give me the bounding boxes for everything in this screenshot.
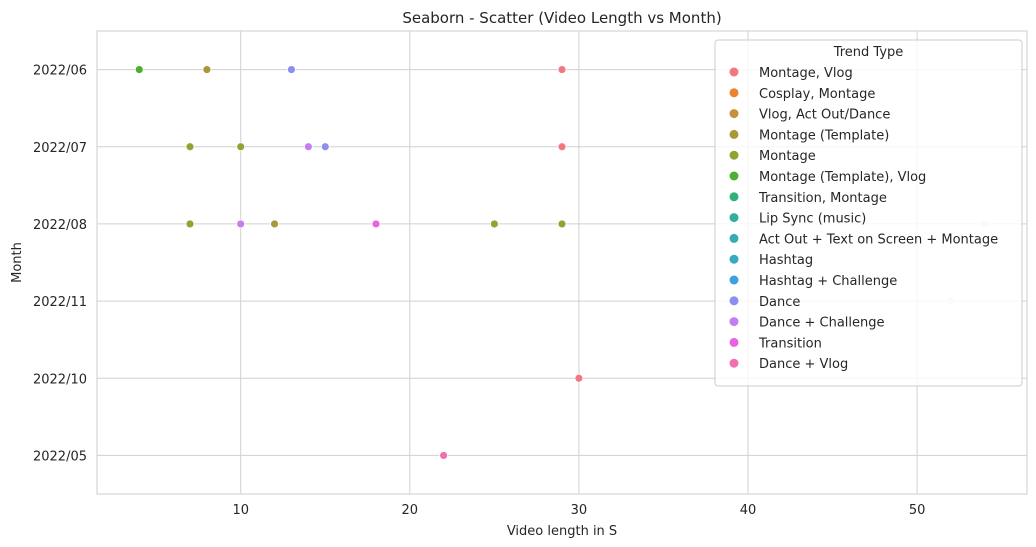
chart-title: Seaborn - Scatter (Video Length vs Month…	[402, 9, 721, 27]
data-point	[489, 219, 499, 229]
data-point	[557, 219, 567, 229]
data-point	[557, 142, 567, 152]
legend-label: Montage (Template), Vlog	[759, 170, 926, 185]
legend-marker	[729, 171, 739, 181]
data-point	[236, 142, 246, 152]
legend-label: Montage (Template)	[759, 128, 889, 143]
x-tick-label: 40	[740, 503, 757, 518]
legend-label: Transition, Montage	[758, 191, 887, 206]
y-tick-label: 2022/05	[33, 449, 87, 464]
legend-title: Trend Type	[833, 45, 904, 60]
legend: Trend Type Montage, Vlog Cosplay, Montage…	[714, 39, 1023, 387]
legend-marker	[729, 233, 739, 243]
legend-marker	[729, 67, 739, 77]
legend-label: Cosplay, Montage	[759, 87, 875, 102]
legend-marker	[729, 358, 739, 368]
legend-items: Montage, Vlog Cosplay, Montage Vlog, Act O…	[729, 66, 998, 372]
legend-marker	[729, 275, 739, 285]
data-point	[371, 219, 381, 229]
legend-marker	[729, 337, 739, 347]
legend-label: Montage	[759, 149, 816, 164]
data-point	[202, 65, 212, 74]
y-tick-label: 2022/11	[33, 295, 87, 310]
data-point	[287, 65, 296, 74]
data-point	[270, 219, 279, 229]
legend-label: Transition	[758, 336, 822, 351]
x-tick-label: 30	[571, 503, 588, 518]
y-tick-label: 2022/07	[33, 141, 87, 156]
legend-marker	[729, 109, 739, 119]
y-tick-label: 2022/08	[33, 218, 87, 233]
legend-marker	[729, 213, 739, 223]
x-axis-ticks: 10 20 30 40 50	[232, 503, 925, 518]
y-tick-label: 2022/10	[33, 372, 87, 387]
legend-marker	[729, 192, 739, 202]
data-point	[185, 142, 195, 152]
x-axis-label: Video length in S	[507, 524, 617, 539]
legend-label: Vlog, Act Out/Dance	[759, 108, 890, 123]
data-point	[236, 219, 246, 229]
data-point	[320, 142, 330, 152]
data-point	[185, 219, 195, 229]
x-tick-label: 50	[909, 503, 926, 518]
legend-label: Lip Sync (music)	[759, 212, 866, 227]
legend-label: Hashtag	[759, 253, 813, 268]
legend-marker	[729, 88, 739, 98]
legend-marker	[729, 317, 739, 327]
legend-marker	[729, 254, 739, 264]
legend-label: Montage, Vlog	[759, 66, 853, 81]
x-tick-label: 10	[232, 503, 249, 518]
legend-label: Dance + Vlog	[759, 357, 848, 372]
legend-label: Dance + Challenge	[759, 316, 885, 331]
legend-label: Dance	[759, 295, 800, 310]
data-point	[557, 65, 567, 74]
x-tick-label: 20	[402, 503, 419, 518]
legend-label: Act Out + Text on Screen + Montage	[759, 232, 998, 247]
data-point	[134, 65, 144, 74]
legend-marker	[729, 296, 739, 306]
data-point	[303, 142, 313, 152]
legend-label: Hashtag + Challenge	[759, 274, 897, 289]
y-axis-ticks: 2022/06 2022/07 2022/08 2022/11 2022/10 2022/…	[33, 64, 87, 465]
data-point	[439, 451, 449, 460]
y-axis-label: Month	[10, 242, 25, 283]
legend-marker	[729, 150, 739, 160]
y-tick-label: 2022/06	[33, 64, 87, 79]
legend-marker	[729, 129, 739, 139]
data-point	[574, 373, 584, 383]
legend-box	[714, 39, 1023, 387]
